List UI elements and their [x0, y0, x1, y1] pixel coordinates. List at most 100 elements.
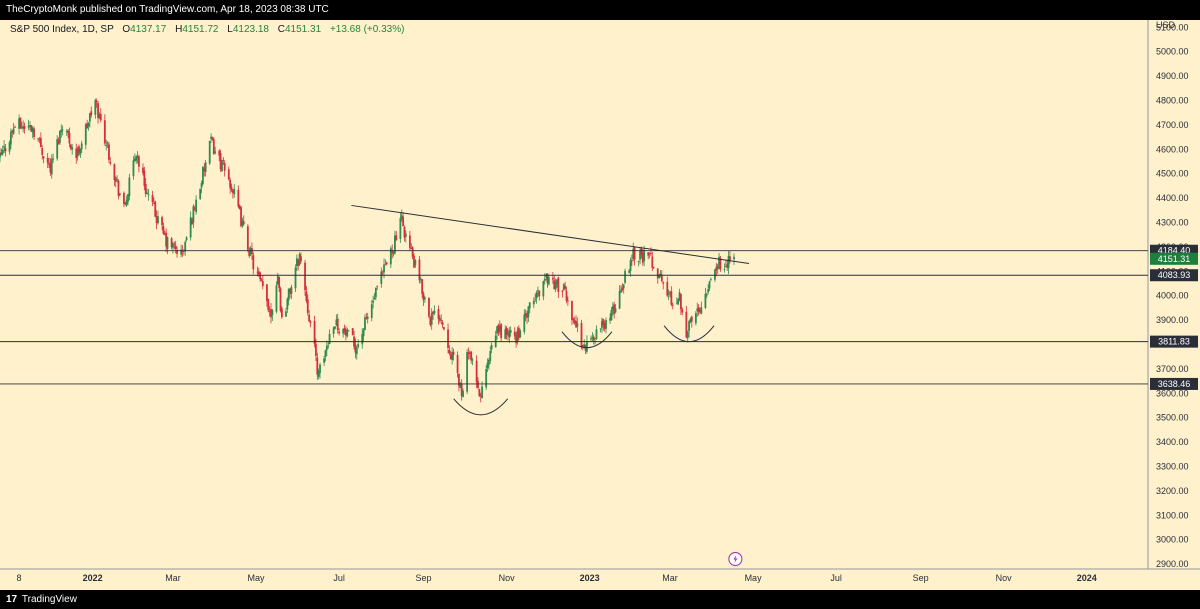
candle-body	[504, 329, 507, 339]
candle-body	[700, 307, 703, 314]
candle-body	[418, 259, 421, 281]
candle-body	[385, 262, 388, 264]
candle-body	[422, 293, 425, 301]
candle-body	[33, 128, 35, 137]
legend-low-value: 4123.18	[232, 24, 269, 35]
candle-body	[241, 220, 244, 226]
candle-body	[124, 202, 127, 205]
candle-body	[202, 166, 204, 184]
candle-body	[271, 309, 274, 316]
candle-body	[214, 151, 217, 154]
candle-body	[246, 226, 249, 250]
candle-body	[18, 118, 20, 129]
candle-body	[650, 253, 652, 255]
y-tick-label: 5000.00	[1156, 47, 1189, 57]
candle-body	[656, 268, 659, 279]
candle-body	[595, 329, 598, 339]
descending-trendline	[351, 204, 750, 265]
candle-body	[76, 148, 79, 157]
candle-body	[42, 156, 45, 159]
pattern-arc	[561, 331, 613, 349]
candle-body	[451, 352, 454, 360]
candle-body	[75, 148, 78, 158]
candle-body	[601, 321, 603, 328]
candle-body	[12, 128, 15, 134]
candle-body	[562, 283, 565, 290]
candle-body	[459, 382, 462, 388]
candle-body	[313, 320, 316, 344]
candle-body	[165, 232, 168, 247]
candle-body	[87, 123, 90, 127]
candle-body	[624, 270, 626, 283]
candle-body	[11, 130, 14, 133]
candle-body	[554, 281, 557, 290]
candle-body	[354, 344, 357, 353]
candle-body	[613, 304, 616, 315]
candle-body	[328, 333, 331, 345]
y-tick-label: 4300.00	[1156, 218, 1189, 228]
candle-body	[30, 125, 33, 132]
candle-body	[400, 215, 403, 220]
candle-body	[466, 352, 468, 392]
y-tick-label: 4000.00	[1156, 291, 1189, 301]
candle-body	[399, 218, 402, 239]
candle-body	[637, 261, 640, 263]
candle-body	[622, 284, 625, 289]
footer-brand: TradingView	[21, 594, 77, 605]
candle-body	[652, 267, 655, 269]
candle-body	[294, 267, 297, 289]
candle-body	[643, 249, 646, 262]
candle-body	[222, 159, 225, 162]
candle-body	[39, 137, 42, 148]
x-tick-label: Nov	[996, 573, 1013, 583]
candle-body	[335, 319, 338, 326]
candle-body	[571, 300, 573, 320]
tradingview-logo-icon: 17	[6, 594, 18, 605]
candle-body	[632, 248, 635, 260]
candle-body	[286, 298, 289, 310]
candle-body	[681, 309, 684, 313]
candle-body	[603, 323, 606, 329]
candle-body	[161, 217, 163, 226]
candle-body	[52, 158, 55, 160]
candle-body	[317, 371, 320, 377]
candle-body	[705, 293, 708, 296]
candle-body	[290, 287, 293, 294]
chart-area[interactable]: USD 5100.00 5000.00 4900.00 4800.00 4700.00 46…	[0, 20, 1200, 590]
x-tick-label: 8	[17, 573, 22, 583]
y-tick-label: 4800.00	[1156, 96, 1189, 106]
candle-body	[462, 390, 464, 398]
candle-body	[516, 330, 519, 342]
candle-body	[678, 292, 681, 301]
level-price-tag	[1150, 377, 1198, 390]
candle-body	[658, 275, 661, 279]
candle-body	[189, 217, 192, 238]
candle-body	[270, 308, 272, 318]
candle-body	[565, 291, 568, 301]
candle-body	[147, 194, 150, 196]
candle-body	[295, 258, 298, 267]
candle-body	[325, 345, 328, 351]
candle-body	[411, 247, 414, 257]
y-tick-label: 3100.00	[1156, 510, 1189, 520]
candle-body	[628, 270, 631, 273]
candle-body	[227, 169, 230, 180]
candle-body	[410, 247, 413, 250]
candle-body	[370, 304, 373, 318]
candle-body	[534, 299, 537, 301]
x-tick-label: Jul	[830, 573, 842, 583]
candle-body	[699, 310, 701, 313]
candle-body	[170, 238, 173, 248]
candle-body	[690, 316, 693, 322]
candle-body	[29, 125, 31, 127]
candle-body	[57, 140, 60, 144]
candle-body	[611, 306, 614, 310]
candle-body	[515, 335, 518, 344]
candle-body	[285, 311, 287, 317]
candle-body	[41, 148, 44, 155]
candle-body	[157, 216, 159, 224]
candle-body	[479, 395, 482, 397]
candle-body	[108, 144, 110, 160]
candle-body	[257, 271, 260, 275]
